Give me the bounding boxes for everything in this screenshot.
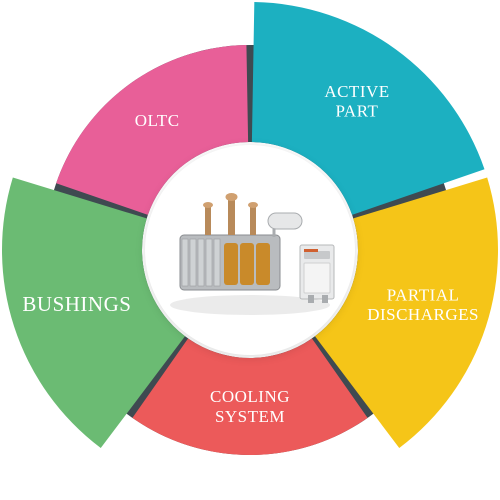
segment-label-bushings: BUSHINGS [22,292,131,316]
segment-label-cooling-system: COOLINGSYSTEM [210,387,290,426]
segment-label-oltc: OLTC [135,111,180,130]
transformer-illustration [150,175,350,325]
radial-infographic: ACTIVEPARTPARTIALDISCHARGESCOOLINGSYSTEM… [0,0,500,500]
center-image [145,145,355,355]
